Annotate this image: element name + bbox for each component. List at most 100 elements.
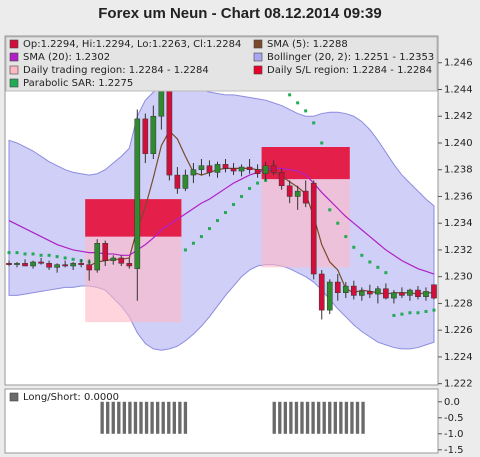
long-short-bar xyxy=(117,401,121,434)
y-tick-label: 1.238 xyxy=(444,165,473,176)
long-short-bar xyxy=(128,401,132,434)
sar-dot xyxy=(15,251,19,255)
lower-y-tick-label: -0.5 xyxy=(444,413,464,424)
sar-dot xyxy=(39,253,43,257)
candle-body xyxy=(134,118,141,269)
candle-body xyxy=(350,285,357,296)
long-short-bar xyxy=(133,401,138,434)
sar-dot xyxy=(336,221,340,225)
candle-body xyxy=(78,263,84,265)
region xyxy=(85,236,182,323)
long-short-bar xyxy=(122,401,127,434)
candle-body xyxy=(246,166,253,170)
long-short-bar xyxy=(311,401,315,434)
sar-dot xyxy=(360,253,364,257)
sar-dot xyxy=(352,245,356,249)
indicator-line xyxy=(8,167,435,275)
sar-dot xyxy=(424,309,428,313)
region xyxy=(261,179,350,268)
sar-dot xyxy=(207,227,211,231)
candle-body xyxy=(118,257,125,264)
long-short-bar xyxy=(316,401,321,434)
candle-body xyxy=(326,281,333,311)
candle-body xyxy=(150,115,157,154)
sar-dot xyxy=(183,248,187,252)
sar-dot xyxy=(304,109,308,113)
sar-dot xyxy=(191,241,195,245)
long-short-bar xyxy=(361,401,365,434)
candle-body xyxy=(102,243,109,261)
long-short-bar xyxy=(178,401,182,434)
long-short-bar xyxy=(100,401,104,434)
legend-swatch xyxy=(9,65,19,75)
sar-dot xyxy=(47,253,51,257)
y-tick-label: 1.232 xyxy=(444,245,473,256)
candle-body xyxy=(206,165,213,173)
candle-body xyxy=(270,165,277,173)
sar-dot xyxy=(256,181,260,185)
candle-body xyxy=(30,261,36,267)
long-short-bar xyxy=(294,401,299,434)
sar-dot xyxy=(71,257,75,261)
candle-body xyxy=(375,288,381,295)
sar-dot xyxy=(416,311,420,315)
long-short-bar xyxy=(111,401,115,434)
main-layer: 1.222 1.224 1.226 1.228 1.230 1.232 1.234 1.236… xyxy=(6,58,473,390)
candle-body xyxy=(391,292,397,299)
candle-body xyxy=(182,174,189,189)
long-short-bar xyxy=(333,401,337,434)
long-short-bar xyxy=(155,401,160,434)
sar-dot xyxy=(312,121,316,125)
candle-body xyxy=(62,264,68,267)
candle-body xyxy=(342,285,349,293)
candle-body xyxy=(222,164,229,169)
legend: Op:1.2294, Hi:1.2294, Lo:1.2263, Cl:1.22… xyxy=(5,36,438,92)
legend-swatch xyxy=(253,39,263,49)
candle-body xyxy=(286,185,293,197)
candle-body xyxy=(367,291,373,295)
y-tick-label: 1.222 xyxy=(444,379,473,390)
y-tick-label: 1.246 xyxy=(444,58,473,69)
legend-swatch xyxy=(9,39,19,49)
candle-body xyxy=(431,284,437,299)
chart-title: Forex um Neun - Chart 08.12.2014 09:39 xyxy=(98,5,381,22)
y-tick-label: 1.242 xyxy=(444,111,473,122)
candle-body xyxy=(318,273,325,311)
lower-y-tick-label: -1.0 xyxy=(444,429,464,440)
candle-body xyxy=(294,190,301,197)
lower-y-tick-label: -1.5 xyxy=(444,445,464,456)
lower-plot-area xyxy=(4,388,439,454)
long-short-bar xyxy=(167,401,171,434)
candle-body xyxy=(190,169,197,176)
legend-label: SMA (5): 1.2288 xyxy=(267,39,348,50)
candle-body xyxy=(334,281,341,293)
candle-body xyxy=(70,263,76,267)
sar-dot xyxy=(7,251,11,255)
candle-body xyxy=(278,172,285,187)
candle-body xyxy=(22,263,28,267)
candle-body xyxy=(383,288,389,299)
candle-body xyxy=(230,168,237,172)
long-short-bar xyxy=(350,401,354,434)
sar-dot xyxy=(23,252,27,256)
sar-dot xyxy=(400,312,404,316)
long-short-bar xyxy=(339,401,343,434)
long-short-bar xyxy=(150,401,154,434)
long-short-bar xyxy=(305,401,310,434)
sar-dot xyxy=(240,194,244,198)
candle-body xyxy=(142,118,149,154)
long-short-bar xyxy=(139,401,143,434)
long-short-bar xyxy=(278,401,282,434)
legend-label: Bollinger (20, 2): 1.2251 - 1.2353 xyxy=(267,52,434,63)
legend-label: Daily S/L region: 1.2284 - 1.2284 xyxy=(267,65,432,76)
long-short-bar xyxy=(161,401,165,434)
legend-label: Op:1.2294, Hi:1.2294, Lo:1.2263, Cl:1.22… xyxy=(23,39,241,50)
lower-layer: 0.0 -0.5 -1.0 -1.5 Long/Short: 0.0000 xyxy=(9,392,464,456)
candle-body xyxy=(126,263,133,267)
candle-body xyxy=(238,166,245,172)
candle-body xyxy=(14,263,20,265)
legend-swatch xyxy=(9,52,19,62)
y-tick-label: 1.224 xyxy=(444,352,473,363)
